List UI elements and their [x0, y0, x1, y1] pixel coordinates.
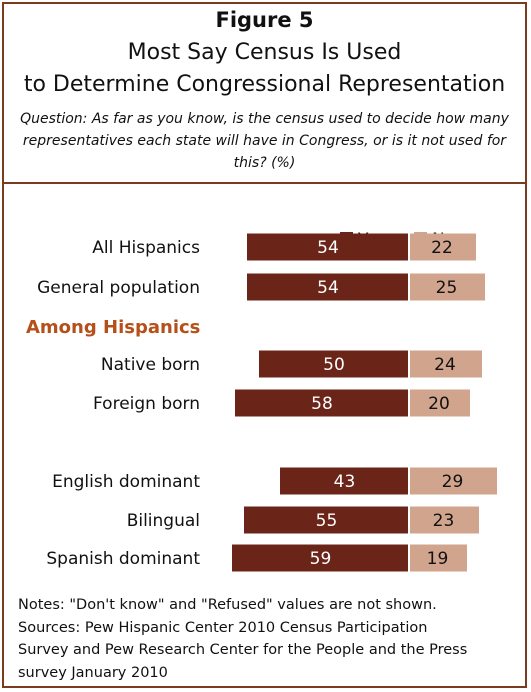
data-label-yes: 54: [317, 238, 339, 258]
section-heading: Among Hispanics: [26, 317, 200, 338]
category-label: Native born: [101, 355, 200, 375]
bar-yes: [247, 273, 408, 301]
bar-yes: [232, 544, 408, 572]
bar-no: [410, 273, 485, 301]
figure-label: Figure 5: [215, 8, 314, 32]
bar-no: [410, 506, 479, 534]
data-label-no: 29: [442, 472, 464, 492]
notes-block: Notes: "Don't know" and "Refused" values…: [18, 594, 518, 684]
data-label-yes: 50: [323, 355, 345, 375]
category-label: General population: [37, 278, 200, 298]
category-label: Foreign born: [93, 394, 200, 414]
data-label-no: 22: [431, 238, 453, 258]
bar-no: [410, 389, 470, 417]
survey-question: Question: As far as you know, is the cen…: [20, 111, 509, 171]
bar-yes: [244, 506, 408, 534]
sources-line: Sources: Pew Hispanic Center 2010 Census…: [18, 619, 428, 636]
data-label-yes: 55: [316, 511, 338, 531]
bar-no: [410, 233, 476, 261]
category-label: Bilingual: [127, 511, 200, 531]
chart-title-line1: Most Say Census Is Used: [127, 40, 402, 65]
category-label: Spanish dominant: [46, 549, 200, 569]
bar-yes: [247, 233, 408, 261]
data-label-yes: 59: [310, 549, 332, 569]
sources-line: survey January 2010: [18, 664, 168, 681]
data-label-no: 25: [436, 278, 458, 298]
data-label-yes: 43: [334, 472, 356, 492]
data-label-yes: 58: [311, 394, 333, 414]
sources-line: Survey and Pew Research Center for the P…: [18, 642, 468, 658]
bar-yes: [259, 350, 408, 378]
category-label: English dominant: [52, 472, 200, 492]
data-label-no: 20: [428, 394, 450, 414]
data-label-no: 19: [427, 549, 449, 569]
category-label: All Hispanics: [92, 238, 200, 258]
chart-title-line2: to Determine Congressional Representatio…: [23, 72, 506, 97]
notes-line: Notes: "Don't know" and "Refused" values…: [18, 597, 437, 613]
figure-header: Figure 5 Most Say Census Is Used to Dete…: [2, 2, 527, 184]
data-label-no: 23: [433, 511, 455, 531]
bar-yes: [235, 389, 408, 417]
bar-yes: [280, 467, 408, 495]
bar-no: [410, 544, 467, 572]
bar-no: [410, 467, 497, 495]
data-label-no: 24: [434, 355, 456, 375]
data-label-yes: 54: [317, 278, 339, 298]
bar-no: [410, 350, 482, 378]
